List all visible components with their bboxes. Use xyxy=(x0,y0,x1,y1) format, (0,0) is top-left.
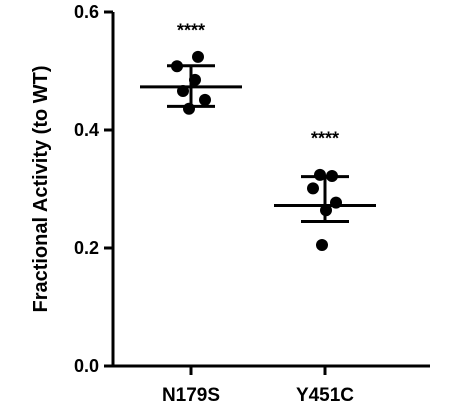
y-tick-label: 0.2 xyxy=(74,238,99,258)
labels-layer: 0.0 0.2 0.4 0.6 N179S Y451C **** **** xyxy=(74,2,354,406)
data-point xyxy=(316,239,328,252)
data-point xyxy=(326,170,338,183)
y-tick-label: 0.6 xyxy=(74,2,99,22)
significance-label: **** xyxy=(177,21,205,41)
data-point xyxy=(171,60,183,73)
data-point xyxy=(199,93,211,106)
y-tick-label: 0.4 xyxy=(74,120,99,140)
data-point xyxy=(192,50,204,63)
data-point xyxy=(320,204,332,217)
data-point xyxy=(189,73,201,86)
x-tick-label: Y451C xyxy=(296,385,354,406)
data-point xyxy=(307,182,319,195)
axes-layer xyxy=(104,10,430,375)
marks-layer xyxy=(140,50,376,252)
data-point xyxy=(177,85,189,98)
y-axis-title: Fractional Activity (to WT) xyxy=(30,65,52,312)
significance-label: **** xyxy=(311,129,339,149)
x-tick-label: N179S xyxy=(162,385,220,406)
data-point xyxy=(330,196,342,209)
y-tick-label: 0.0 xyxy=(74,356,99,376)
data-point xyxy=(314,168,326,181)
data-point xyxy=(183,102,195,115)
